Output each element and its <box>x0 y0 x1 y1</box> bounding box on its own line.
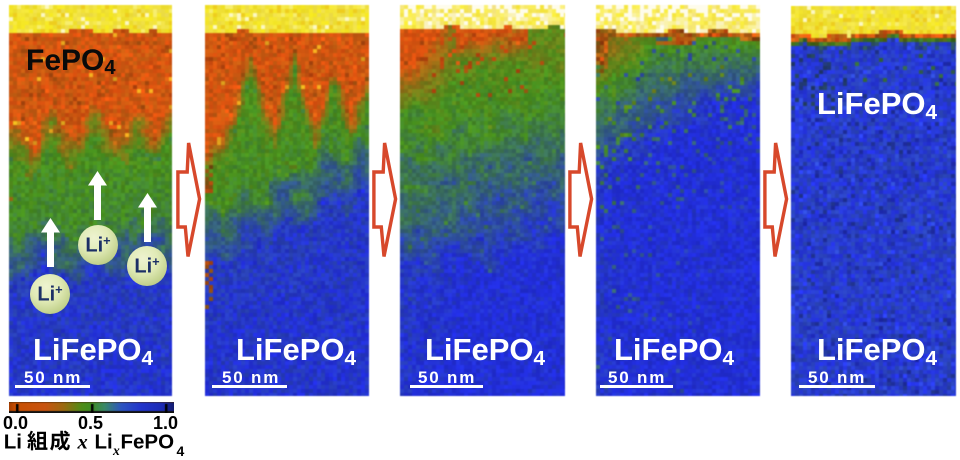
svg-text:x: x <box>112 443 120 458</box>
svg-text:Li: Li <box>95 431 113 454</box>
svg-text:x: x <box>77 432 88 454</box>
svg-text:FePO: FePO <box>121 431 175 454</box>
svg-text:Li: Li <box>4 431 22 454</box>
svg-text:4: 4 <box>177 443 185 459</box>
